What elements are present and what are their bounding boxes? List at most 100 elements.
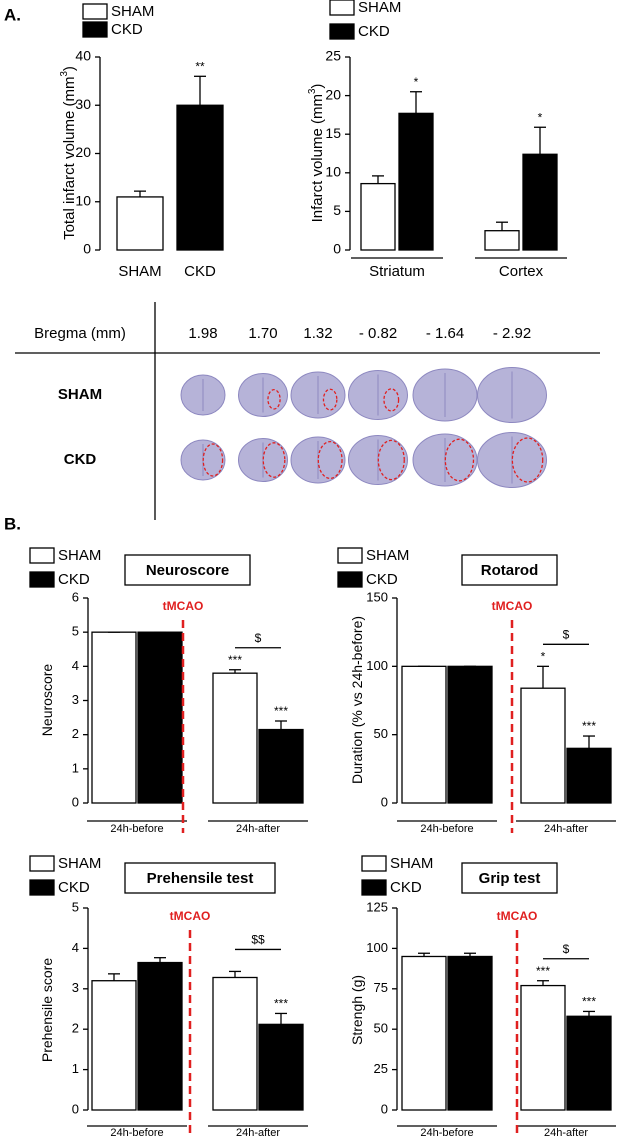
- comparison-label: $: [563, 628, 570, 642]
- legend-label: CKD: [366, 571, 398, 588]
- x-tick-label: 24h-after: [544, 1127, 588, 1139]
- chart-title: Rotarod: [481, 562, 539, 579]
- error-bar: [496, 221, 508, 231]
- x-tick-label: CKD: [184, 263, 216, 280]
- x-tick-label: 24h-after: [544, 823, 588, 835]
- y-axis-label: Total infarct volume (mm3): [59, 66, 78, 240]
- bar: [398, 112, 434, 251]
- column-label: - 2.92: [493, 325, 531, 342]
- error-bar: [229, 669, 241, 674]
- legend-swatch: [82, 3, 108, 20]
- error-bar: [418, 952, 430, 957]
- infarct-outline: [267, 388, 281, 410]
- title-box: [124, 862, 276, 894]
- y-tick-label: 100: [366, 940, 388, 955]
- y-tick-label: 15: [325, 125, 341, 141]
- bar: [401, 955, 447, 1111]
- bar: [566, 1015, 612, 1111]
- legend-swatch: [361, 879, 387, 896]
- bar: [176, 104, 224, 251]
- y-tick-label: 0: [72, 1101, 79, 1116]
- bar: [137, 961, 183, 1111]
- bar: [520, 687, 566, 804]
- bar: [566, 747, 612, 804]
- bar: [401, 665, 447, 804]
- error-bar: [537, 665, 549, 689]
- significance: *: [538, 110, 543, 124]
- x-tick-label: SHAM: [118, 263, 161, 280]
- significance: ***: [582, 719, 596, 733]
- y-tick-label: 4: [72, 940, 79, 955]
- bar: [447, 665, 493, 804]
- significance: ***: [582, 995, 596, 1009]
- title-box: [124, 554, 251, 586]
- legend-label: CKD: [111, 21, 143, 38]
- y-tick-label: 25: [325, 48, 341, 64]
- y-tick-label: 5: [72, 624, 79, 639]
- legend-swatch: [29, 855, 55, 872]
- y-tick-label: 100: [366, 658, 388, 673]
- legend-swatch: [361, 855, 387, 872]
- legend-swatch: [82, 21, 108, 38]
- bar: [212, 672, 258, 804]
- y-tick-label: 3: [72, 692, 79, 707]
- legend-label: SHAM: [58, 855, 101, 872]
- infarct-outline: [202, 443, 224, 477]
- event-label: tMCAO: [170, 909, 211, 923]
- significance: ***: [228, 653, 242, 667]
- bar: [360, 182, 396, 251]
- infarct-outline: [317, 440, 343, 480]
- infarct-outline: [444, 438, 475, 482]
- error-bar: [108, 973, 120, 981]
- y-axis-label-part: Total infarct volume (mm: [61, 77, 78, 240]
- legend-swatch: [329, 0, 355, 16]
- x-tick-label: 24h-before: [420, 1127, 473, 1139]
- y-tick-label: 2: [72, 726, 79, 741]
- y-tick-label: 0: [83, 241, 91, 257]
- y-tick-label: 0: [333, 241, 341, 257]
- y-axis-label: Prehensile score: [39, 958, 55, 1062]
- error-bar: [154, 957, 166, 963]
- y-tick-label: 50: [374, 1021, 388, 1036]
- x-tick-label: 24h-before: [110, 823, 163, 835]
- y-tick-label: 75: [374, 980, 388, 995]
- comparison-label: $: [563, 942, 570, 956]
- y-axis-label: Duration (% vs 24h-before): [349, 616, 365, 784]
- legend-swatch: [329, 23, 355, 40]
- column-label: - 1.64: [426, 325, 464, 342]
- error-bar: [583, 735, 595, 749]
- bar: [447, 955, 493, 1111]
- legend-label: SHAM: [358, 0, 401, 16]
- title-box: [461, 862, 558, 894]
- y-tick-label: 4: [72, 658, 79, 673]
- y-axis-label-part: Infarct volume (mm: [309, 94, 326, 222]
- chart-title: Prehensile test: [147, 870, 254, 887]
- error-bar: [410, 91, 422, 114]
- y-tick-label: 10: [75, 192, 91, 208]
- chart-title: Grip test: [479, 870, 541, 887]
- legend-label: SHAM: [366, 547, 409, 564]
- significance: *: [541, 650, 546, 664]
- y-axis-label-part: 3: [59, 71, 70, 76]
- y-axis-label-part: ): [61, 66, 78, 71]
- panel-label: B.: [4, 514, 21, 533]
- y-axis-label-part: Neuroscore: [39, 664, 55, 737]
- legend-label: SHAM: [390, 855, 433, 872]
- legend-swatch: [29, 571, 55, 588]
- y-tick-label: 150: [366, 589, 388, 604]
- table-header: Bregma (mm): [34, 325, 126, 342]
- y-axis-label-part: Strengh (g): [349, 975, 365, 1045]
- bar: [484, 230, 520, 251]
- infarct-outline: [383, 388, 400, 412]
- event-label: tMCAO: [163, 599, 204, 613]
- title-box: [461, 554, 558, 586]
- legend-swatch: [29, 879, 55, 896]
- bar: [116, 196, 164, 251]
- y-axis-label-part: ): [309, 84, 326, 89]
- column-label: 1.98: [188, 325, 217, 342]
- significance: ***: [274, 704, 288, 718]
- column-label: 1.32: [303, 325, 332, 342]
- event-label: tMCAO: [497, 909, 538, 923]
- y-tick-label: 20: [75, 144, 91, 160]
- y-tick-label: 1: [72, 760, 79, 775]
